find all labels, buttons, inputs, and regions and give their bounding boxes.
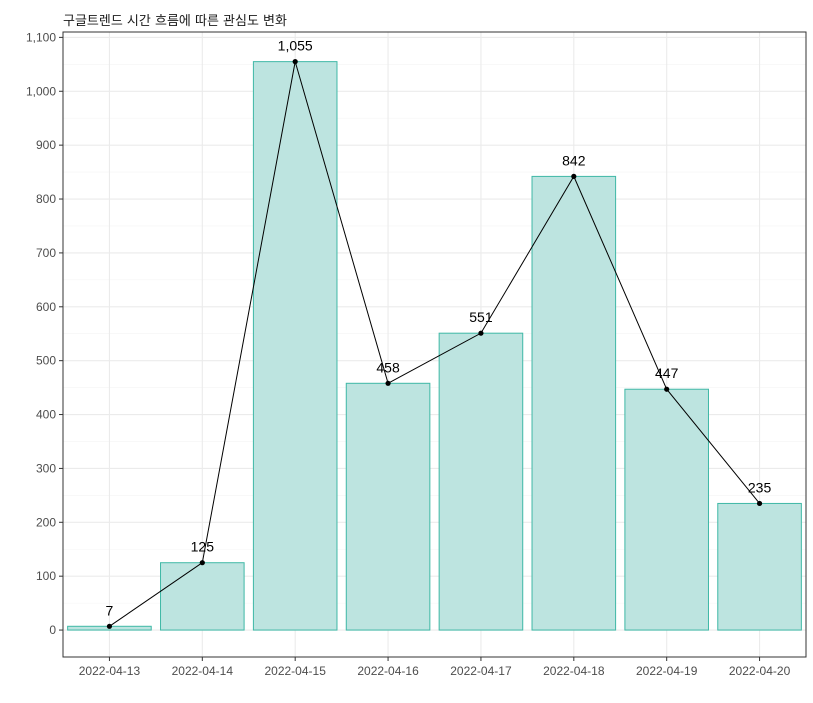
bar-2022-04-16 [345,382,431,631]
data-label-2022-04-16: 458 [376,359,400,375]
x-tick-label: 2022-04-14 [172,664,234,678]
y-tick-label: 500 [36,354,56,368]
x-tick-label: 2022-04-19 [636,664,698,678]
data-label-2022-04-17: 551 [469,309,493,325]
trend-point-2022-04-19 [664,386,670,392]
x-tick-label: 2022-04-13 [79,664,141,678]
trend-point-2022-04-15 [292,59,298,65]
axes: 0 100 200 300 400 500 600 700 800 900 1,000 1,100 20… [26,30,791,678]
x-tick-label: 2022-04-18 [543,664,605,678]
y-tick-label: 900 [36,138,56,152]
trend-point-2022-04-17 [478,330,484,336]
y-tick-label: 300 [36,461,56,475]
bar-2022-04-15 [252,61,338,631]
y-tick-label: 1,000 [26,84,56,98]
bar-2022-04-19 [624,388,709,631]
y-tick-label: 1,100 [26,30,56,44]
y-tick-label: 700 [36,246,56,260]
data-label-2022-04-14: 125 [191,539,215,555]
trend-point-2022-04-14 [199,560,205,566]
data-label-2022-04-13: 7 [106,602,114,618]
data-label-2022-04-19: 447 [655,365,679,381]
y-tick-label: 800 [36,192,56,206]
y-tick-label: 200 [36,515,56,529]
trend-polyline [109,61,760,627]
y-tick-label: 0 [49,623,56,637]
bar-2022-04-14 [160,562,245,631]
data-label-2022-04-20: 235 [748,479,772,495]
trend-line [106,59,763,629]
trend-point-2022-04-20 [756,500,763,507]
chart-title: 구글트렌드 시간 흐름에 따른 관심도 변화 [63,14,287,29]
y-tick-label: 400 [36,408,56,422]
trend-point-2022-04-18 [571,173,577,179]
y-tick-label: 100 [36,569,56,583]
x-tick-label: 2022-04-15 [264,664,326,678]
x-tick-label: 2022-04-16 [357,664,419,678]
bar-2022-04-17 [438,332,524,631]
bars [67,61,802,631]
x-tick-label: 2022-04-20 [729,664,791,678]
data-labels: 7 125 1,055 458 551 842 447 235 [106,38,772,619]
y-tick-label: 600 [36,300,56,314]
bar-2022-04-20 [717,502,802,631]
x-tick-label: 2022-04-17 [450,664,512,678]
bar-2022-04-18 [531,175,617,631]
data-label-2022-04-18: 842 [562,152,586,168]
trend-point-2022-04-13 [106,623,113,629]
panel-border [62,31,807,658]
data-label-2022-04-15: 1,055 [278,38,313,54]
trend-point-2022-04-16 [385,380,391,386]
